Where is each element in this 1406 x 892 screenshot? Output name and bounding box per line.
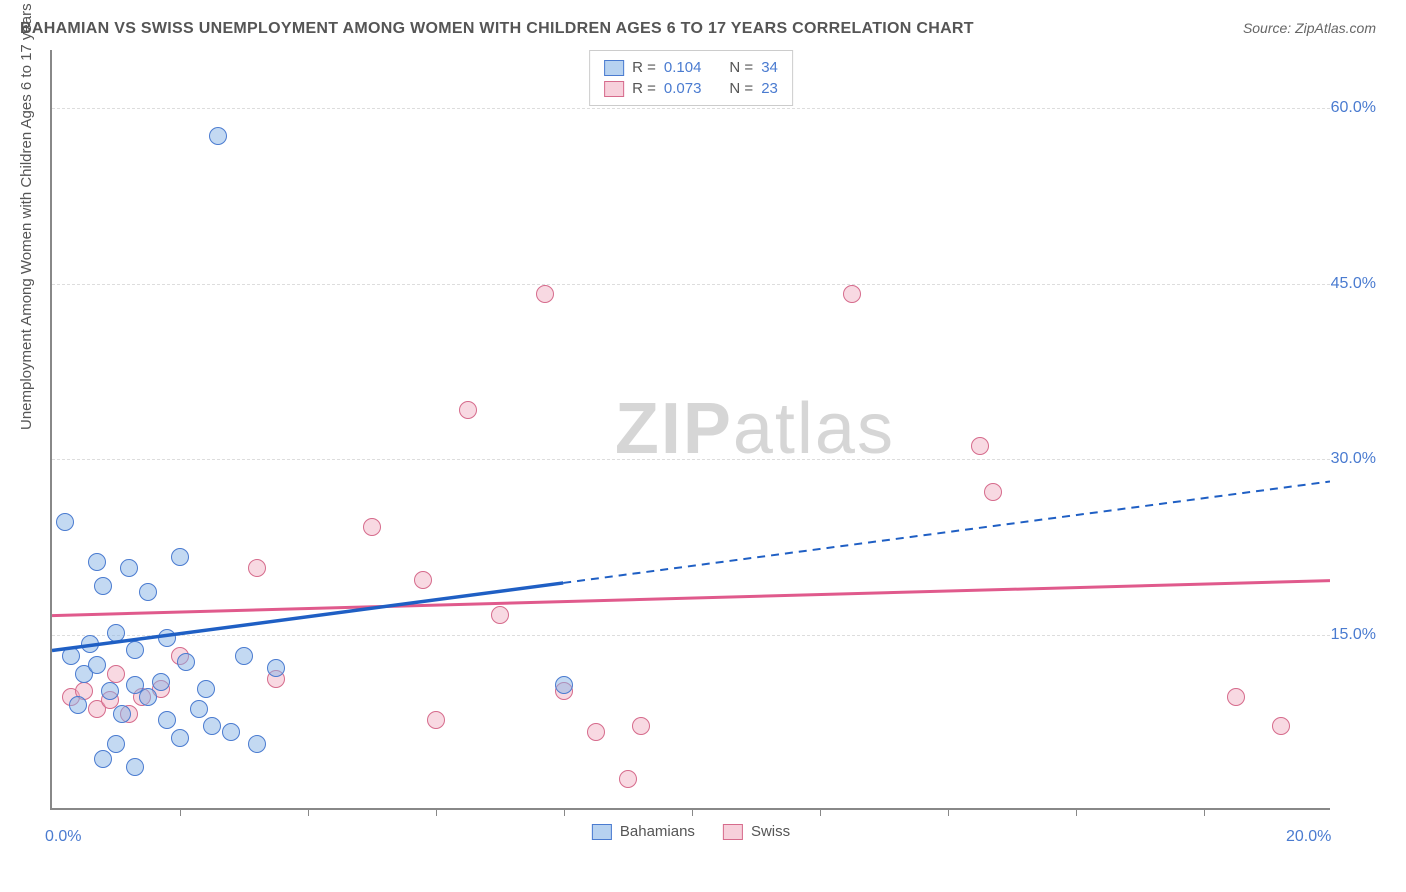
data-point-bahamians [158, 629, 176, 647]
x-tick-label: 20.0% [1286, 828, 1331, 846]
data-point-bahamians [107, 735, 125, 753]
legend-r-label: R = [632, 80, 656, 97]
data-point-swiss [971, 437, 989, 455]
x-tick-label: 0.0% [45, 828, 81, 846]
legend-r-label: R = [632, 59, 656, 76]
data-point-swiss [107, 665, 125, 683]
data-point-bahamians [81, 635, 99, 653]
data-point-bahamians [171, 548, 189, 566]
legend-item-bahamians: Bahamians [592, 823, 695, 840]
data-point-swiss [632, 717, 650, 735]
data-point-bahamians [248, 735, 266, 753]
data-point-swiss [248, 559, 266, 577]
data-point-swiss [587, 723, 605, 741]
data-point-swiss [491, 606, 509, 624]
x-tick [308, 808, 309, 816]
legend-label-bahamians: Bahamians [620, 823, 695, 840]
plot-inner [52, 50, 1330, 808]
data-point-bahamians [555, 676, 573, 694]
data-point-bahamians [171, 729, 189, 747]
series-legend: Bahamians Swiss [592, 823, 790, 840]
y-tick-label: 60.0% [1331, 99, 1376, 117]
legend-r-swiss: 0.073 [664, 80, 702, 97]
x-tick [564, 808, 565, 816]
data-point-bahamians [56, 513, 74, 531]
legend-item-swiss: Swiss [723, 823, 790, 840]
data-point-bahamians [94, 577, 112, 595]
x-tick [436, 808, 437, 816]
data-point-bahamians [190, 700, 208, 718]
data-point-bahamians [197, 680, 215, 698]
gridline [52, 635, 1330, 636]
data-point-bahamians [88, 656, 106, 674]
legend-n-label: N = [729, 59, 753, 76]
data-point-bahamians [94, 750, 112, 768]
gridline [52, 108, 1330, 109]
data-point-swiss [1227, 688, 1245, 706]
chart-title: BAHAMIAN VS SWISS UNEMPLOYMENT AMONG WOM… [20, 20, 974, 38]
data-point-swiss [459, 401, 477, 419]
data-point-swiss [843, 285, 861, 303]
y-tick-label: 45.0% [1331, 275, 1376, 293]
swatch-pink-icon [604, 81, 624, 97]
legend-n-bahamians: 34 [761, 59, 778, 76]
x-tick [180, 808, 181, 816]
x-tick [692, 808, 693, 816]
gridline [52, 284, 1330, 285]
source-attribution: Source: ZipAtlas.com [1243, 20, 1376, 36]
data-point-bahamians [139, 688, 157, 706]
data-point-bahamians [107, 624, 125, 642]
data-point-swiss [619, 770, 637, 788]
data-point-swiss [984, 483, 1002, 501]
legend-n-label: N = [729, 80, 753, 97]
data-point-bahamians [69, 696, 87, 714]
data-point-bahamians [152, 673, 170, 691]
data-point-bahamians [203, 717, 221, 735]
data-point-bahamians [62, 647, 80, 665]
swatch-blue-icon [592, 824, 612, 840]
data-point-bahamians [113, 705, 131, 723]
data-point-bahamians [139, 583, 157, 601]
legend-n-swiss: 23 [761, 80, 778, 97]
data-point-bahamians [126, 758, 144, 776]
legend-label-swiss: Swiss [751, 823, 790, 840]
legend-r-bahamians: 0.104 [664, 59, 702, 76]
data-point-bahamians [126, 641, 144, 659]
legend-row-swiss: R = 0.073 N = 23 [604, 78, 778, 99]
data-point-bahamians [235, 647, 253, 665]
gridline [52, 459, 1330, 460]
data-point-bahamians [158, 711, 176, 729]
y-tick-label: 30.0% [1331, 450, 1376, 468]
x-tick [948, 808, 949, 816]
data-point-bahamians [88, 553, 106, 571]
data-point-bahamians [177, 653, 195, 671]
x-tick [820, 808, 821, 816]
data-point-swiss [536, 285, 554, 303]
data-point-swiss [427, 711, 445, 729]
data-point-bahamians [267, 659, 285, 677]
data-point-swiss [363, 518, 381, 536]
scatter-plot: ZIPatlas R = 0.104 N = 34 R = 0.073 N = … [50, 50, 1330, 810]
x-tick [1204, 808, 1205, 816]
y-tick-label: 15.0% [1331, 626, 1376, 644]
data-point-swiss [414, 571, 432, 589]
swatch-pink-icon [723, 824, 743, 840]
data-point-bahamians [101, 682, 119, 700]
x-tick [1076, 808, 1077, 816]
y-axis-label: Unemployment Among Women with Children A… [18, 3, 35, 430]
swatch-blue-icon [604, 60, 624, 76]
data-point-bahamians [222, 723, 240, 741]
correlation-legend: R = 0.104 N = 34 R = 0.073 N = 23 [589, 50, 793, 106]
data-point-bahamians [209, 127, 227, 145]
legend-row-bahamians: R = 0.104 N = 34 [604, 57, 778, 78]
data-point-swiss [1272, 717, 1290, 735]
data-point-bahamians [120, 559, 138, 577]
